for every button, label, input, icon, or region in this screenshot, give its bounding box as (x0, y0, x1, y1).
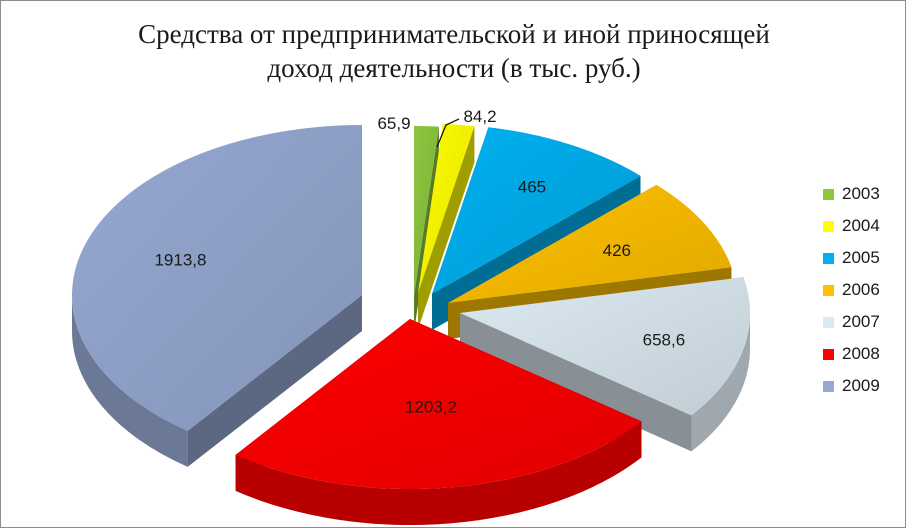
slice-top (418, 123, 475, 293)
legend-label: 2008 (842, 344, 880, 363)
data-label: 65,9 (377, 114, 410, 133)
legend-item: 2004 (823, 210, 880, 242)
data-label: 84,2 (463, 107, 496, 126)
slice-rim (72, 295, 188, 467)
data-label: 465 (518, 178, 546, 197)
legend-swatch (823, 380, 834, 392)
legend-label: 2003 (842, 184, 880, 203)
data-label: 658,6 (643, 330, 686, 349)
pie-slice (72, 125, 362, 467)
legend-item: 2009 (823, 370, 880, 402)
slice-top (432, 127, 641, 294)
legend-swatch (823, 220, 834, 232)
chart-title-line-2: доход деятельности (в тыс. руб.) (267, 53, 641, 83)
slice-wall (418, 126, 475, 329)
data-label: 1203,2 (405, 398, 457, 417)
data-label: 1913,8 (154, 250, 206, 269)
slice-top (72, 125, 362, 431)
legend-label: 2009 (842, 376, 880, 395)
legend-item: 2003 (823, 178, 880, 210)
slice-top (414, 126, 439, 296)
legend-swatch (823, 348, 834, 360)
pie-slice (460, 277, 750, 452)
pie-slice (418, 123, 475, 329)
chart-title: Средства от предпринимательской и иной п… (1, 17, 905, 85)
legend-item: 2007 (823, 306, 880, 338)
legend-swatch (823, 284, 834, 296)
slice-wall (460, 313, 692, 452)
data-label: 426 (603, 241, 631, 260)
slice-rim (691, 313, 750, 452)
pie-slice (235, 319, 642, 525)
legend-swatch (823, 188, 834, 200)
slice-top (460, 277, 750, 416)
legend-label: 2007 (842, 312, 880, 331)
leader-line (436, 118, 460, 148)
legend-label: 2004 (842, 216, 880, 235)
legend-item: 2005 (823, 242, 880, 274)
legend-item: 2008 (823, 338, 880, 370)
legend-label: 2006 (842, 280, 880, 299)
legend-swatch (823, 316, 834, 328)
legend-item: 2006 (823, 274, 880, 306)
slice-rim (235, 421, 642, 525)
legend-swatch (823, 252, 834, 264)
legend-label: 2005 (842, 248, 880, 267)
legend: 2003 2004 2005 2006 2007 2008 2009 (823, 178, 880, 402)
slice-top (448, 184, 732, 303)
slice-top (235, 319, 642, 489)
slice-wall (187, 295, 362, 467)
chart-title-line-1: Средства от предпринимательской и иной п… (138, 19, 770, 49)
